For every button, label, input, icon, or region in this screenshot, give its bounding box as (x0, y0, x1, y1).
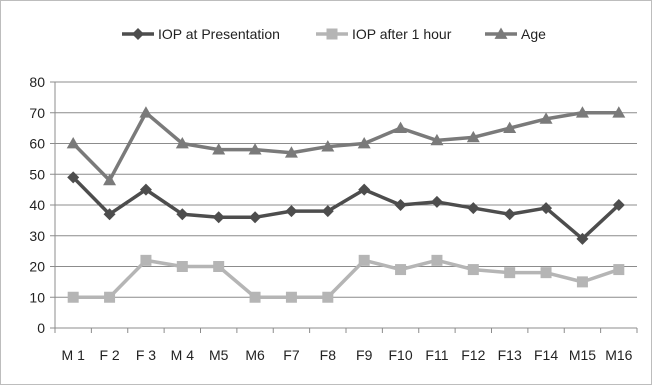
data-point (612, 106, 626, 118)
series-line (71, 176, 621, 241)
data-point (321, 140, 335, 152)
data-point (504, 267, 516, 279)
data-point (104, 291, 116, 303)
data-point (394, 199, 407, 211)
series-3 (66, 106, 626, 186)
y-tick-label: 10 (29, 289, 45, 305)
data-point (66, 137, 80, 149)
x-tick-label: M15 (569, 347, 596, 363)
data-point (612, 199, 625, 211)
y-tick-label: 80 (29, 74, 45, 90)
x-tick-label: F12 (461, 347, 485, 363)
data-point (576, 232, 589, 245)
x-tick-label: M6 (245, 347, 265, 363)
x-tick-label: M 4 (171, 347, 195, 363)
x-tick-label: F10 (389, 347, 413, 363)
data-point (103, 173, 117, 186)
x-tick-label: F14 (534, 347, 558, 363)
series-line (73, 258, 620, 299)
series-lines (66, 106, 626, 303)
data-point (139, 106, 153, 118)
data-point (430, 195, 443, 208)
data-point (249, 211, 262, 224)
data-point (176, 261, 188, 272)
data-point (322, 291, 334, 303)
legend-marker (326, 28, 338, 40)
y-tick-label: 70 (29, 105, 45, 121)
data-point (285, 205, 298, 218)
legend-label: IOP after 1 hour (352, 26, 452, 42)
data-point (212, 143, 226, 155)
x-tick-label: M 1 (62, 347, 86, 363)
data-point (503, 121, 517, 133)
x-tick-label: F 2 (99, 347, 119, 363)
data-point (175, 137, 189, 149)
x-tick-label: F9 (356, 347, 373, 363)
series-1 (67, 171, 625, 245)
data-point (539, 112, 553, 124)
x-tick-label: F 3 (136, 347, 156, 363)
series-line (71, 111, 619, 183)
x-tick-label: M16 (605, 347, 632, 363)
legend: IOP at Presentation IOP after 1 hour Age (122, 26, 546, 42)
data-point (249, 291, 261, 303)
y-tick-label: 30 (29, 228, 45, 244)
legend-item: IOP after 1 hour (316, 26, 452, 42)
data-point (430, 133, 444, 146)
series-2 (67, 254, 625, 303)
legend-label: Age (521, 26, 546, 42)
data-point (357, 137, 371, 149)
data-point (540, 267, 552, 279)
legend-marker (494, 27, 508, 39)
data-point (103, 208, 116, 221)
data-point (540, 202, 553, 215)
axes: 0 10 20 30 40 50 60 70 80 M 1 F 2 F 3 M 4 M5 M6 F7 F8 F9 F… (29, 74, 638, 363)
legend-marker (132, 28, 144, 40)
data-point (176, 208, 189, 221)
x-tick-label: F13 (498, 347, 522, 363)
data-point (503, 208, 516, 221)
data-point (139, 183, 152, 196)
y-tick-label: 0 (37, 320, 45, 336)
x-tick-label: F7 (283, 347, 300, 363)
data-point (575, 106, 589, 118)
x-tick-label: F8 (320, 347, 337, 363)
data-point (576, 276, 588, 288)
data-point (466, 130, 480, 143)
data-point (467, 264, 479, 276)
legend-label: IOP at Presentation (158, 26, 280, 42)
data-point (213, 261, 225, 272)
data-point (285, 291, 297, 303)
data-point (613, 264, 625, 276)
x-tick-label: M5 (209, 347, 229, 363)
data-point (140, 254, 152, 266)
data-point (395, 264, 407, 276)
data-point (431, 254, 443, 266)
data-point (358, 254, 370, 266)
data-point (321, 205, 334, 218)
data-point (358, 183, 371, 196)
x-tick-label: F11 (425, 347, 448, 363)
data-point (212, 211, 225, 224)
legend-item: IOP at Presentation (122, 26, 280, 42)
y-tick-label: 20 (29, 259, 45, 275)
data-point (248, 143, 262, 155)
y-tick-label: 50 (29, 166, 45, 182)
data-point (467, 202, 480, 215)
data-point (394, 121, 408, 133)
data-point (67, 171, 80, 184)
legend-item: Age (485, 26, 546, 42)
data-point (67, 291, 79, 303)
y-tick-label: 60 (29, 136, 45, 152)
data-point (284, 146, 298, 158)
y-tick-label: 40 (29, 197, 45, 213)
